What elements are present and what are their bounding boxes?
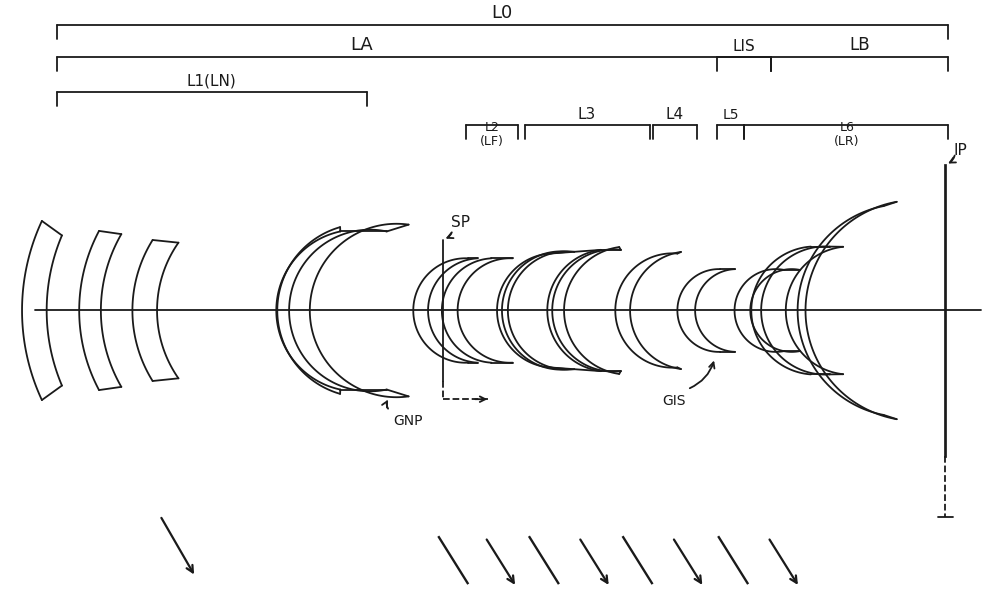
- Text: LA: LA: [351, 36, 373, 54]
- Text: LIS: LIS: [732, 39, 755, 54]
- Text: L4: L4: [665, 107, 683, 122]
- Text: L0: L0: [491, 4, 513, 22]
- Text: IP: IP: [953, 143, 967, 158]
- Text: GNP: GNP: [394, 414, 423, 428]
- Text: SP: SP: [451, 215, 470, 230]
- Text: GIS: GIS: [663, 394, 686, 408]
- Text: L5: L5: [722, 108, 739, 122]
- Text: L1(LN): L1(LN): [186, 74, 236, 89]
- Text: L2
(LF): L2 (LF): [480, 121, 504, 148]
- Text: LB: LB: [849, 36, 870, 54]
- Text: L6
(LR): L6 (LR): [834, 121, 860, 148]
- Text: L3: L3: [578, 107, 596, 122]
